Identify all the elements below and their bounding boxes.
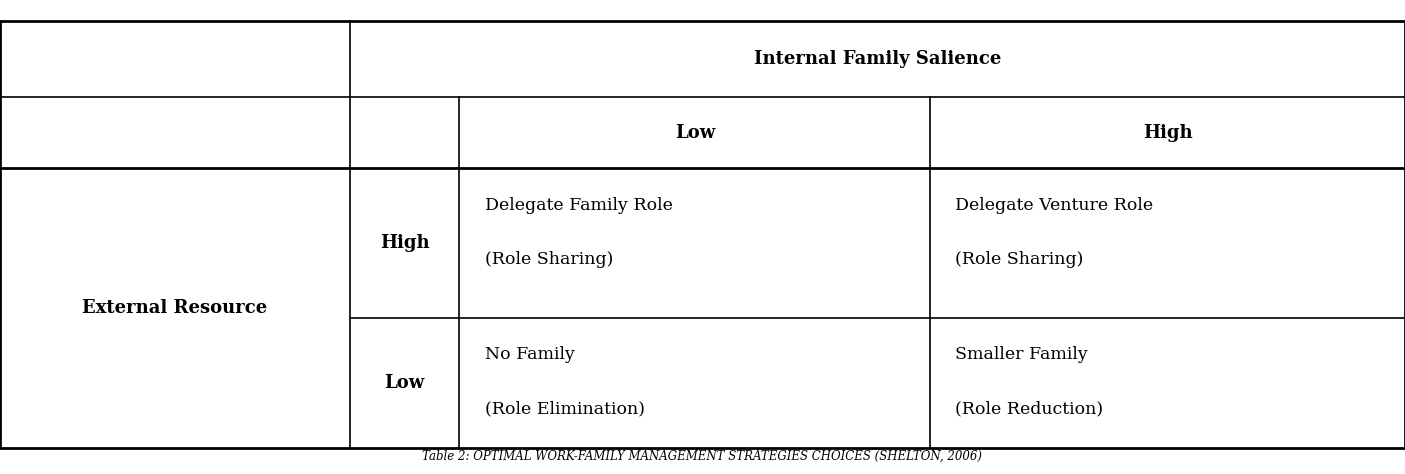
Text: High: High [1142,124,1193,142]
Text: No Family: No Family [485,346,575,363]
Text: (Role Sharing): (Role Sharing) [485,251,613,268]
Text: Smaller Family: Smaller Family [955,346,1087,363]
Text: High: High [379,234,430,252]
Text: Low: Low [385,374,424,392]
Text: Low: Low [674,124,715,142]
Text: (Role Sharing): (Role Sharing) [955,251,1083,268]
Text: Internal Family Salience: Internal Family Salience [753,50,1002,68]
Text: Delegate Venture Role: Delegate Venture Role [955,197,1154,214]
Text: (Role Reduction): (Role Reduction) [955,401,1103,418]
Text: (Role Elimination): (Role Elimination) [485,401,645,418]
Text: External Resource: External Resource [83,299,267,317]
Text: Table 2: OPTIMAL WORK-FAMILY MANAGEMENT STRATEGIES CHOICES (SHELTON, 2006): Table 2: OPTIMAL WORK-FAMILY MANAGEMENT … [423,449,982,463]
Text: Delegate Family Role: Delegate Family Role [485,197,673,214]
